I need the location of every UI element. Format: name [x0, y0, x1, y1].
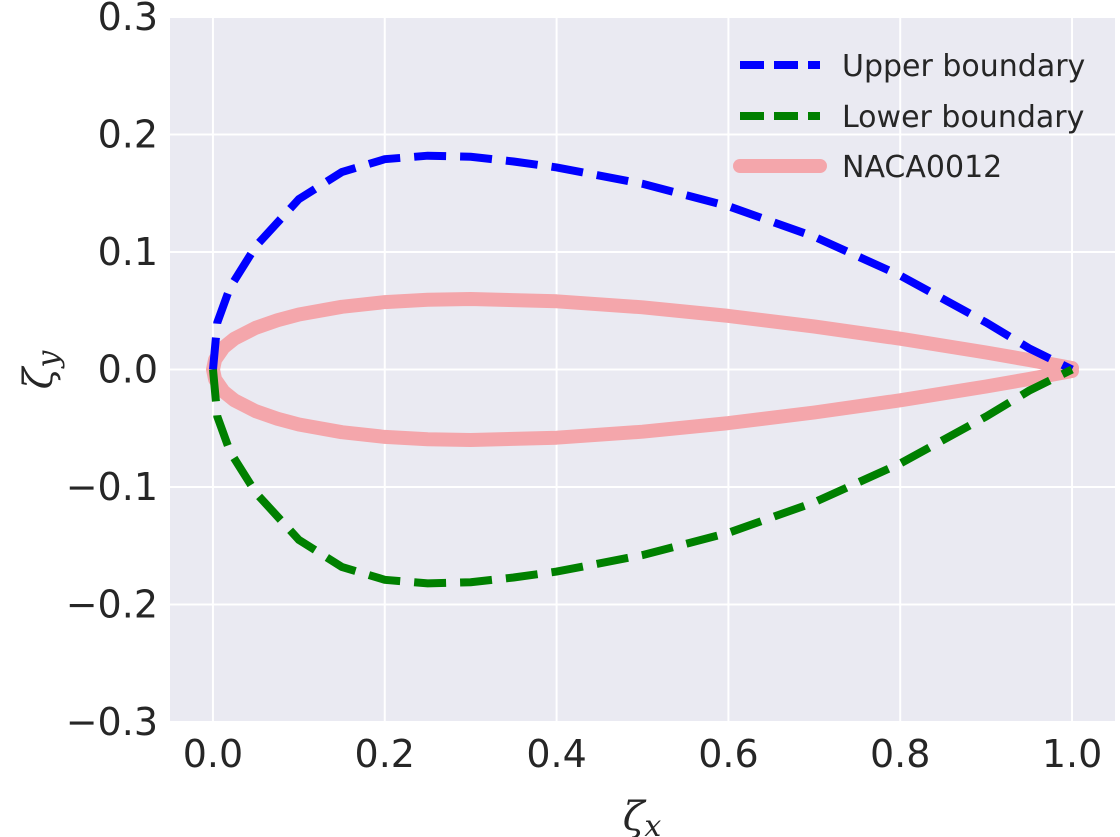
x-tick-labels: 0.0 0.2 0.4 0.6 0.8 1.0	[183, 732, 1103, 776]
x-tick-label: 0.4	[526, 732, 586, 776]
x-tick-label: 0.8	[870, 732, 930, 776]
y-tick-label: −0.2	[66, 583, 158, 627]
grid-lines	[170, 16, 1115, 723]
y-tick-label: 0.1	[98, 230, 158, 274]
legend-label-naca: NACA0012	[842, 150, 1002, 185]
y-axis-label-sub: y	[31, 350, 66, 370]
x-axis-label-main: ζ	[623, 794, 647, 837]
x-axis-label-sub: x	[644, 809, 661, 837]
y-tick-label: −0.3	[66, 700, 158, 744]
series-layer	[206, 151, 1079, 588]
y-axis-label-main: ζ	[16, 365, 62, 389]
y-axis-label: ζy	[16, 350, 66, 390]
series-line-upper-boundary	[209, 151, 1074, 374]
y-tick-label: 0.2	[98, 113, 158, 157]
legend-label-lower: Lower boundary	[842, 100, 1084, 135]
x-tick-label: 0.6	[698, 732, 758, 776]
series-line-lower-boundary	[209, 365, 1074, 588]
x-axis-label: ζx	[623, 794, 662, 837]
x-tick-label: 0.2	[355, 732, 415, 776]
y-tick-label: 0.3	[98, 0, 158, 39]
y-tick-labels: 0.3 0.2 0.1 0.0 −0.1 −0.2 −0.3	[66, 0, 158, 744]
y-tick-label: −0.1	[66, 465, 158, 509]
x-tick-label: 1.0	[1042, 732, 1102, 776]
legend-label-upper: Upper boundary	[842, 49, 1085, 84]
x-tick-label: 0.0	[183, 732, 243, 776]
legend: Upper boundary Lower boundary NACA0012	[733, 49, 1085, 185]
y-tick-label: 0.0	[98, 348, 158, 392]
